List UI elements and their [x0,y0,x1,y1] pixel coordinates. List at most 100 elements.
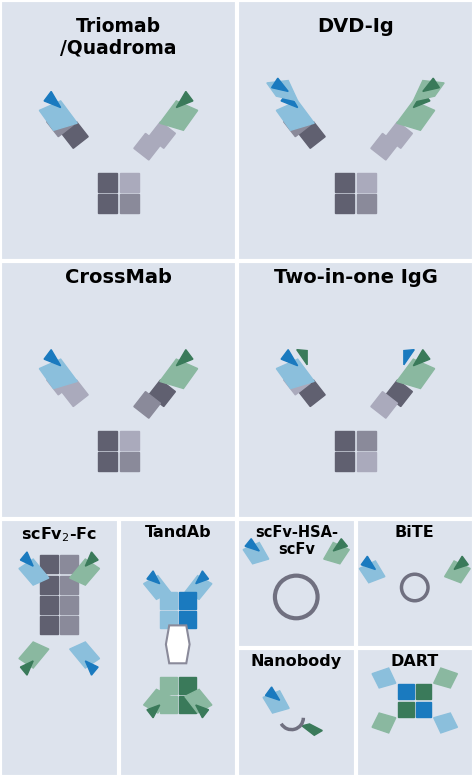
Polygon shape [413,350,430,366]
Bar [119,173,138,192]
Polygon shape [185,689,212,713]
Bar [61,616,78,634]
Polygon shape [413,92,430,107]
Bar [416,702,431,717]
Bar [386,122,412,148]
Bar [40,616,58,634]
Polygon shape [147,705,160,718]
Polygon shape [423,78,439,92]
Bar [357,173,376,192]
Bar [62,380,88,406]
Text: Nanobody: Nanobody [251,653,342,669]
Bar [119,194,138,213]
Bar [99,452,117,472]
Bar [134,392,161,418]
Polygon shape [20,552,33,566]
Polygon shape [324,542,349,564]
Bar [99,194,117,213]
Polygon shape [185,576,212,599]
Polygon shape [454,556,468,570]
Text: Triomab
/Quadroma: Triomab /Quadroma [60,16,177,57]
Text: BiTE: BiTE [395,525,435,540]
Bar [283,110,310,137]
Polygon shape [243,542,269,564]
Bar [160,592,177,609]
Bar [160,696,177,713]
Text: CrossMab: CrossMab [65,268,172,287]
Bar [179,678,196,694]
Bar [336,431,355,450]
Polygon shape [272,78,288,92]
Polygon shape [397,101,435,131]
Bar [357,431,376,450]
Bar [119,452,138,472]
Polygon shape [359,561,385,583]
Bar [149,380,175,406]
Bar [46,368,73,395]
Bar [119,431,138,450]
Polygon shape [267,81,298,101]
Polygon shape [70,559,100,585]
Bar [40,556,58,573]
Polygon shape [263,691,289,713]
Bar [179,592,196,609]
Polygon shape [361,556,375,570]
Polygon shape [39,359,77,388]
Polygon shape [445,561,470,583]
Polygon shape [85,552,98,566]
Polygon shape [276,101,314,131]
Bar [61,596,78,614]
Polygon shape [85,661,98,675]
Polygon shape [397,359,435,388]
Polygon shape [147,571,160,584]
Text: scFv-HSA-
scFv: scFv-HSA- scFv [255,525,338,557]
Polygon shape [302,724,322,735]
Bar [62,122,88,148]
Polygon shape [144,689,171,713]
Polygon shape [19,559,49,585]
Bar [357,194,376,213]
Polygon shape [70,642,100,668]
Bar [336,194,355,213]
Bar [160,611,177,628]
Polygon shape [19,642,49,668]
Polygon shape [265,687,280,700]
Bar [40,576,58,594]
Polygon shape [434,713,457,733]
Bar [283,368,310,395]
Bar [40,596,58,614]
Polygon shape [144,576,171,599]
Bar [386,380,412,406]
Bar [46,110,73,137]
Polygon shape [160,359,198,388]
Bar [61,576,78,594]
Polygon shape [372,713,396,733]
Text: TandAb: TandAb [145,525,211,540]
Polygon shape [333,538,347,551]
Bar [149,122,175,148]
Polygon shape [196,571,209,584]
Polygon shape [176,350,193,366]
Polygon shape [44,350,61,366]
Bar [336,173,355,192]
Polygon shape [281,350,298,366]
Polygon shape [297,350,307,365]
Bar [299,380,325,406]
Bar [371,392,398,418]
Bar [357,452,376,472]
Polygon shape [44,92,61,107]
Bar [99,173,117,192]
Polygon shape [404,350,414,365]
Bar [160,678,177,694]
Polygon shape [160,101,198,131]
Polygon shape [39,101,77,131]
Bar [371,134,398,160]
Bar [299,122,325,148]
Bar [99,431,117,450]
Polygon shape [372,668,396,688]
Polygon shape [20,661,33,675]
Bar [61,556,78,573]
Bar [336,452,355,472]
Polygon shape [281,92,298,107]
Polygon shape [245,538,259,551]
